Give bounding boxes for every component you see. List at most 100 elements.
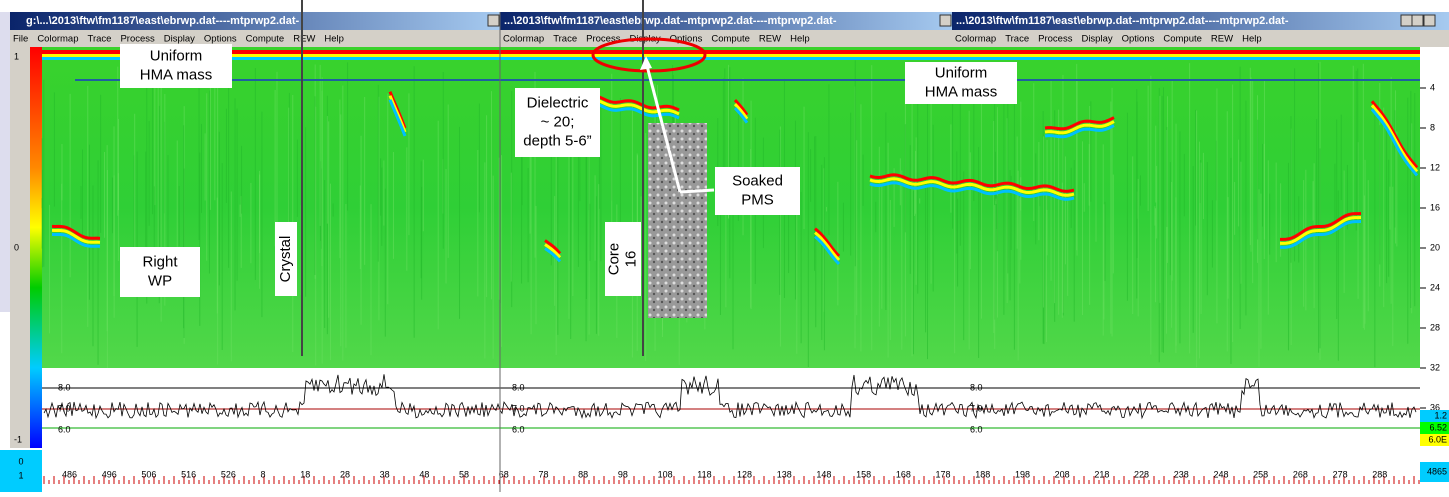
annotation-text: Uniform bbox=[150, 47, 203, 64]
status-value: 6.52 bbox=[1429, 422, 1447, 432]
menu-item[interactable]: Compute bbox=[246, 34, 285, 45]
x-axis-label: 516 bbox=[181, 469, 196, 479]
right-scale-label: 4 bbox=[1430, 82, 1435, 92]
x-axis-label: 98 bbox=[618, 469, 628, 479]
x-axis-label: 258 bbox=[1253, 469, 1268, 479]
x-axis-label: 188 bbox=[975, 469, 990, 479]
minimize-button[interactable] bbox=[1401, 15, 1412, 26]
menu-item[interactable]: File bbox=[13, 34, 28, 45]
x-axis-label: 168 bbox=[896, 469, 911, 479]
menu-item[interactable]: Compute bbox=[711, 34, 750, 45]
x-axis-label: 278 bbox=[1333, 469, 1348, 479]
minimize-button[interactable] bbox=[488, 15, 499, 26]
x-axis-label: 526 bbox=[221, 469, 236, 479]
x-axis-label: 108 bbox=[658, 469, 673, 479]
status-value: 6.0E bbox=[1428, 434, 1447, 444]
trace-label: 6.0 bbox=[58, 424, 71, 434]
left-edge bbox=[0, 12, 10, 312]
x-axis-label: 288 bbox=[1372, 469, 1387, 479]
x-axis-label: 128 bbox=[737, 469, 752, 479]
trace-label: 8.0 bbox=[512, 382, 525, 392]
menu-item[interactable]: Help bbox=[1242, 34, 1262, 45]
menu-item[interactable]: Help bbox=[790, 34, 810, 45]
menu-item[interactable]: REW bbox=[1211, 34, 1233, 45]
menu-item[interactable]: Trace bbox=[1005, 34, 1029, 45]
annotation-text: Crystal bbox=[277, 236, 294, 283]
annotation-text: HMA mass bbox=[925, 83, 998, 100]
menu-item[interactable]: Compute bbox=[1163, 34, 1202, 45]
menu-item[interactable]: Help bbox=[324, 34, 344, 45]
menu-item[interactable]: Colormap bbox=[503, 34, 544, 45]
window-title: ...\2013\ftw\fm1187\east\ebrwp.dat--mtpr… bbox=[956, 15, 1289, 27]
trace-label: 8.0 bbox=[58, 382, 71, 392]
annotation-text: WP bbox=[148, 272, 172, 289]
annotation-text: PMS bbox=[741, 191, 774, 208]
annotation-text: ~ 20; bbox=[541, 113, 575, 130]
x-axis-label: 88 bbox=[578, 469, 588, 479]
annotation-text: HMA mass bbox=[140, 66, 213, 83]
menu-item[interactable]: Options bbox=[204, 34, 237, 45]
x-axis-label: 486 bbox=[62, 469, 77, 479]
menu-item[interactable]: Colormap bbox=[37, 34, 78, 45]
menu-item[interactable]: Display bbox=[164, 34, 195, 45]
menu-item[interactable]: Colormap bbox=[955, 34, 996, 45]
left-panel bbox=[10, 47, 30, 448]
menu-item[interactable]: Process bbox=[120, 34, 155, 45]
x-axis-label: 198 bbox=[1015, 469, 1030, 479]
left-scale-label: 1 bbox=[14, 51, 19, 61]
x-axis-label: 148 bbox=[816, 469, 831, 479]
core-photo bbox=[648, 123, 707, 318]
corner-label: 1 bbox=[18, 470, 23, 480]
window-title: ...\2013\ftw\fm1187\east\ebrwp.dat--mtpr… bbox=[504, 15, 837, 27]
trace-label: 7.0 bbox=[58, 403, 71, 413]
annotation-text: 16 bbox=[622, 251, 639, 268]
window-button[interactable] bbox=[1412, 15, 1423, 26]
right-scale-label: 16 bbox=[1430, 202, 1440, 212]
x-axis-label: 158 bbox=[856, 469, 871, 479]
x-axis-label: 18 bbox=[300, 469, 310, 479]
right-scale-label: 24 bbox=[1430, 282, 1440, 292]
corner-label: 0 bbox=[18, 456, 23, 466]
menu-item[interactable]: Process bbox=[1038, 34, 1073, 45]
surface-band bbox=[42, 50, 1420, 54]
x-axis-label: 228 bbox=[1134, 469, 1149, 479]
color-scale bbox=[30, 47, 42, 448]
x-axis-label: 28 bbox=[340, 469, 350, 479]
x-axis-label: 118 bbox=[697, 469, 711, 479]
x-axis-label: 496 bbox=[102, 469, 117, 479]
right-scale-label: 12 bbox=[1430, 162, 1440, 172]
window-button[interactable] bbox=[1424, 15, 1435, 26]
menu-item[interactable]: Display bbox=[1081, 34, 1112, 45]
annotation-text: Right bbox=[142, 253, 178, 270]
trace-label: 8.0 bbox=[970, 382, 983, 392]
screenshot: g:\...\2013\ftw\fm1187\east\ebrwp.dat---… bbox=[0, 0, 1449, 492]
left-scale-label: -1 bbox=[14, 434, 22, 444]
menu-item[interactable]: Trace bbox=[88, 34, 112, 45]
annotation-text: Soaked bbox=[732, 172, 783, 189]
x-axis-label: 138 bbox=[777, 469, 792, 479]
x-axis-label: 238 bbox=[1174, 469, 1189, 479]
surface-band bbox=[42, 57, 1420, 60]
minimize-button[interactable] bbox=[940, 15, 951, 26]
x-axis-label: 58 bbox=[459, 469, 469, 479]
x-axis-label: 8 bbox=[261, 469, 266, 479]
x-axis-label: 38 bbox=[380, 469, 390, 479]
trace-label: 7.0 bbox=[970, 403, 983, 413]
surface-band bbox=[42, 54, 1420, 57]
menu-item[interactable]: Trace bbox=[553, 34, 577, 45]
status-value: 1.2 bbox=[1434, 410, 1447, 420]
right-scale-label: 32 bbox=[1430, 362, 1440, 372]
x-axis-label: 218 bbox=[1094, 469, 1109, 479]
right-scale-label: 28 bbox=[1430, 322, 1440, 332]
x-axis-label: 506 bbox=[141, 469, 156, 479]
x-axis-label: 48 bbox=[419, 469, 429, 479]
x-axis-label: 208 bbox=[1055, 469, 1070, 479]
x-axis bbox=[0, 448, 1449, 492]
menu-item[interactable]: Options bbox=[1122, 34, 1155, 45]
trace-label: 6.0 bbox=[970, 424, 983, 434]
right-scale-label: 20 bbox=[1430, 242, 1440, 252]
window-title: g:\...\2013\ftw\fm1187\east\ebrwp.dat---… bbox=[26, 15, 300, 27]
menu-item[interactable]: REW bbox=[759, 34, 781, 45]
annotation-text: Uniform bbox=[935, 64, 988, 81]
menu-item[interactable]: REW bbox=[293, 34, 315, 45]
